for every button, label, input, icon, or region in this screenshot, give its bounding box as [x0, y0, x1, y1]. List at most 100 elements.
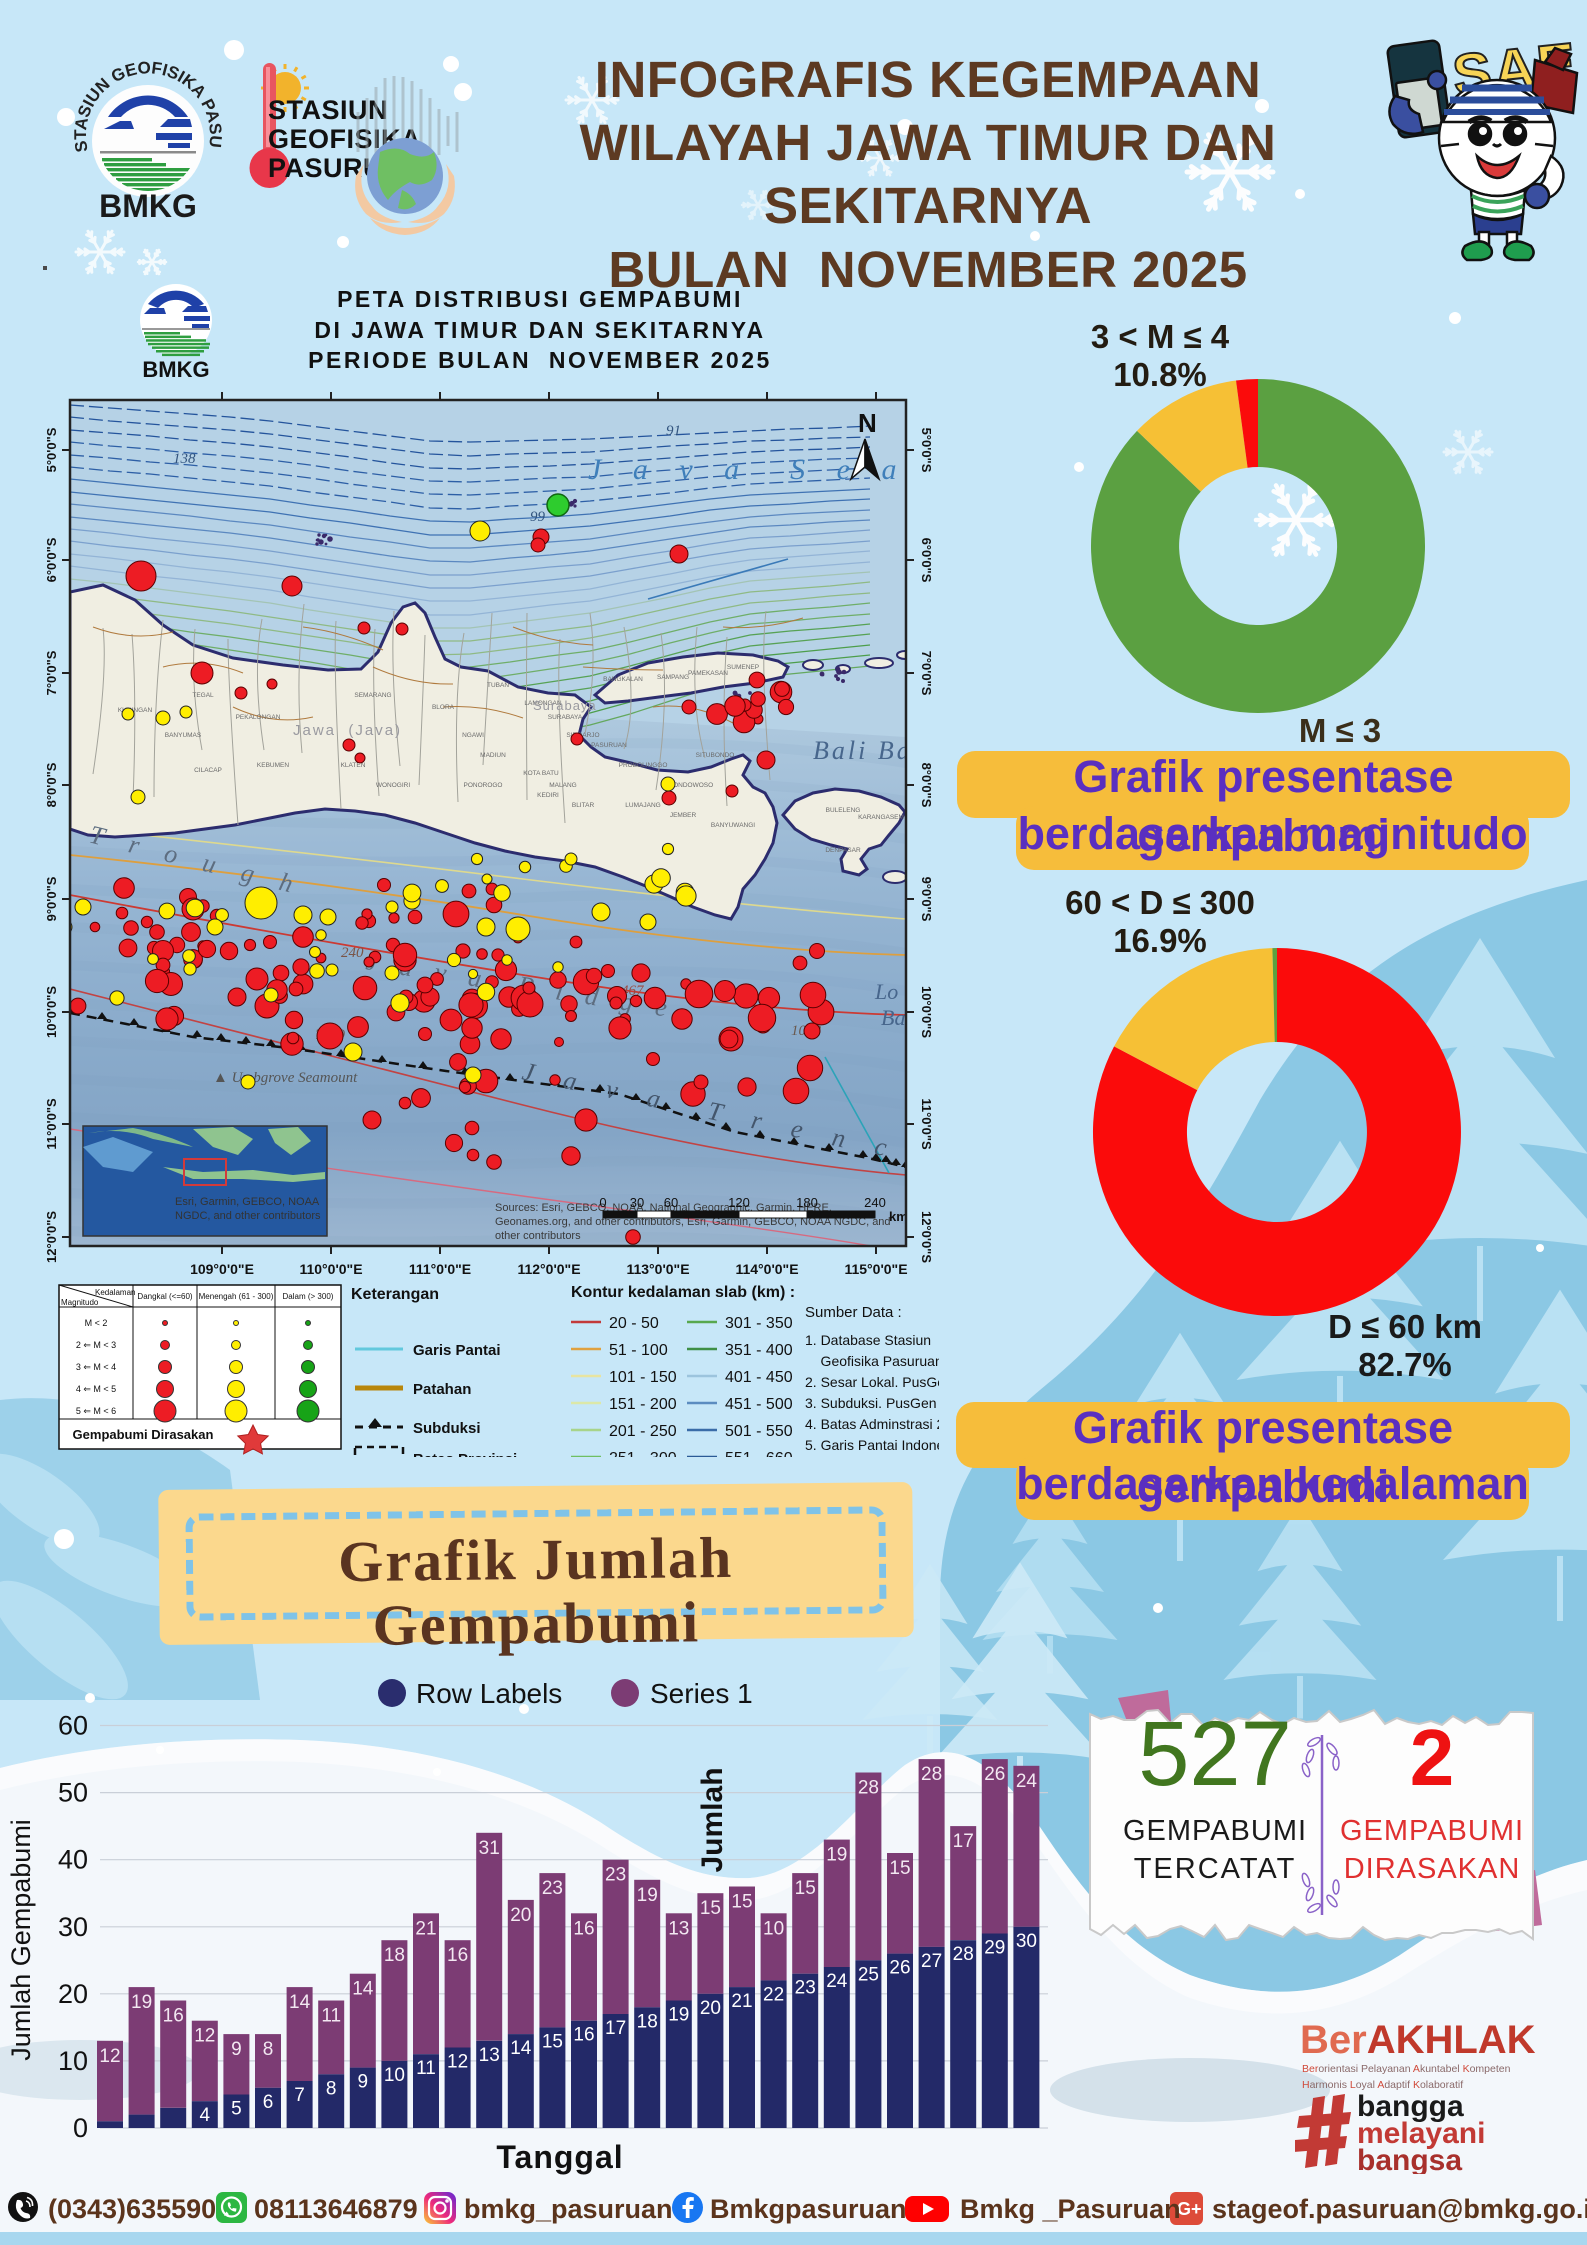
svg-text:12: 12: [99, 2046, 120, 2067]
svg-text:251 - 300: 251 - 300: [609, 1450, 677, 1457]
svg-text:4. Batas Adminstrasi 2021. BIG: 4. Batas Adminstrasi 2021. BIG: [805, 1416, 939, 1432]
svg-text:BLITAR: BLITAR: [572, 802, 595, 809]
svg-text:18: 18: [384, 1945, 405, 1966]
svg-text:351 - 400: 351 - 400: [725, 1342, 793, 1359]
svg-text:BULELENG: BULELENG: [826, 807, 861, 814]
svg-text:11: 11: [321, 2006, 341, 2027]
svg-text:SUMENEP: SUMENEP: [727, 664, 759, 671]
svg-text:BMKG: BMKG: [142, 357, 209, 382]
svg-text:Dangkal (<=60): Dangkal (<=60): [137, 1292, 192, 1301]
svg-text:NGAWI: NGAWI: [462, 732, 484, 739]
svg-text:2 ⇐ M < 3: 2 ⇐ M < 3: [76, 1340, 116, 1350]
svg-text:99: 99: [530, 509, 546, 525]
svg-text:26: 26: [889, 1958, 910, 1979]
svg-text:▲ Umbgrove Seamount: ▲ Umbgrove Seamount: [213, 1070, 358, 1086]
svg-text:15: 15: [795, 1878, 816, 1899]
svg-text:28: 28: [921, 1764, 942, 1785]
svg-text:21: 21: [415, 1918, 436, 1939]
svg-text:111°0'0"E: 111°0'0"E: [409, 1261, 471, 1277]
svg-text:3. Subduksi. PusGen 2017: 3. Subduksi. PusGen 2017: [805, 1395, 939, 1411]
svg-text:Menengah (61 - 300): Menengah (61 - 300): [199, 1292, 274, 1301]
svg-text:DIRASAKAN: DIRASAKAN: [1344, 1853, 1521, 1885]
svg-text:13: 13: [479, 2045, 500, 2066]
svg-text:4 ⇐ M < 5: 4 ⇐ M < 5: [76, 1384, 116, 1394]
svg-text:20: 20: [510, 1905, 531, 1926]
svg-text:Bmkgpasuruan: Bmkgpasuruan: [710, 2194, 907, 2224]
svg-text:Ba: Ba: [881, 1005, 905, 1030]
svg-text:PEKALONGAN: PEKALONGAN: [236, 714, 281, 721]
svg-text:Geonames.org, and other contri: Geonames.org, and other contributors, Es…: [495, 1216, 891, 1228]
svg-text:Garis Pantai: Garis Pantai: [413, 1342, 501, 1359]
svg-text:Sumber Data :: Sumber Data :: [805, 1304, 902, 1321]
svg-text:0: 0: [73, 2113, 88, 2143]
svg-text:17: 17: [953, 1831, 974, 1852]
svg-text:PASURUAN: PASURUAN: [591, 742, 627, 749]
svg-text:30: 30: [58, 1912, 88, 1942]
svg-text:KARANGASEM: KARANGASEM: [858, 814, 904, 821]
svg-text:DENPASAR: DENPASAR: [825, 847, 861, 854]
svg-text:109°0'0"E: 109°0'0"E: [190, 1261, 254, 1277]
svg-text:Kedalaman: Kedalaman: [95, 1288, 135, 1297]
svg-text:Jumlah: Jumlah: [696, 1767, 729, 1872]
svg-text:melayani: melayani: [1357, 2117, 1485, 2150]
svg-text:551 - 660: 551 - 660: [725, 1450, 793, 1457]
svg-text:467: 467: [621, 983, 645, 999]
svg-text:22: 22: [763, 1984, 784, 2005]
svg-text:16: 16: [163, 2006, 184, 2027]
svg-text:8°0'0"S: 8°0'0"S: [919, 763, 934, 808]
svg-text:24: 24: [826, 1971, 848, 1992]
svg-text:2: 2: [1410, 1713, 1455, 1802]
svg-text:18: 18: [637, 2011, 658, 2032]
svg-text:16: 16: [573, 2025, 594, 2046]
svg-text:115°0'0"E: 115°0'0"E: [844, 1261, 907, 1277]
svg-text:bangsa: bangsa: [1357, 2144, 1462, 2174]
svg-text:Batas Provinsi: Batas Provinsi: [413, 1451, 517, 1457]
svg-text:501 - 550: 501 - 550: [725, 1423, 793, 1440]
svg-text:10: 10: [384, 2065, 405, 2086]
svg-text:7: 7: [294, 2085, 305, 2106]
svg-text:5°0'0"S: 5°0'0"S: [44, 427, 59, 472]
svg-text:SITUBONDO: SITUBONDO: [696, 752, 735, 759]
svg-text:91: 91: [666, 423, 681, 439]
svg-text:9: 9: [358, 2072, 369, 2093]
svg-text:5. Garis Pantai Indonesia 2021: 5. Garis Pantai Indonesia 2021. BIG: [805, 1437, 939, 1453]
svg-text:KOTA BATU: KOTA BATU: [523, 770, 559, 777]
svg-text:BANYUMAS: BANYUMAS: [165, 732, 202, 739]
svg-text:19: 19: [826, 1845, 847, 1866]
svg-text:240: 240: [864, 1195, 886, 1210]
svg-text:J a v a S e a: J a v a S e a: [588, 453, 908, 486]
svg-text:Series 1: Series 1: [650, 1678, 753, 1709]
svg-text:TERCATAT: TERCATAT: [1134, 1853, 1297, 1885]
svg-text:JEMBER: JEMBER: [670, 812, 697, 819]
svg-text:SAMPANG: SAMPANG: [657, 674, 689, 681]
svg-text:TUBAN: TUBAN: [487, 682, 509, 689]
svg-text:19: 19: [637, 1885, 658, 1906]
svg-text:11°0'0"S: 11°0'0"S: [919, 1098, 934, 1150]
svg-text:Tanggal: Tanggal: [496, 2139, 623, 2175]
svg-text:9: 9: [231, 2039, 242, 2060]
svg-text:M < 2: M < 2: [85, 1318, 108, 1328]
svg-text:Patahan: Patahan: [413, 1381, 471, 1398]
svg-text:6°0'0"S: 6°0'0"S: [919, 538, 934, 583]
svg-text:60: 60: [664, 1195, 678, 1210]
svg-text:Magnitudo: Magnitudo: [61, 1298, 99, 1307]
svg-text:51 - 100: 51 - 100: [609, 1342, 668, 1359]
svg-text:Keterangan: Keterangan: [351, 1286, 439, 1303]
svg-text:19: 19: [131, 1992, 152, 2013]
svg-text:KUNINGAN: KUNINGAN: [118, 707, 153, 714]
svg-text:10°0'0"S: 10°0'0"S: [44, 986, 59, 1038]
svg-text:8: 8: [263, 2039, 274, 2060]
svg-text:MALANG: MALANG: [549, 782, 576, 789]
svg-text:TEGAL: TEGAL: [192, 692, 214, 699]
svg-text:26: 26: [984, 1764, 1005, 1785]
svg-text:15: 15: [700, 1898, 721, 1919]
svg-text:Geofisika Pasuruan: Geofisika Pasuruan: [805, 1353, 939, 1369]
svg-text:17: 17: [605, 2018, 626, 2039]
svg-text:24: 24: [1016, 1771, 1038, 1792]
svg-text:MADIUN: MADIUN: [480, 752, 506, 759]
svg-text:12°0'0"S: 12°0'0"S: [919, 1211, 934, 1263]
svg-text:BONDOWOSO: BONDOWOSO: [669, 782, 713, 789]
svg-text:Bmkg _Pasuruan: Bmkg _Pasuruan: [960, 2194, 1181, 2224]
svg-text:20: 20: [700, 1998, 721, 2019]
svg-text:28: 28: [953, 1944, 974, 1965]
